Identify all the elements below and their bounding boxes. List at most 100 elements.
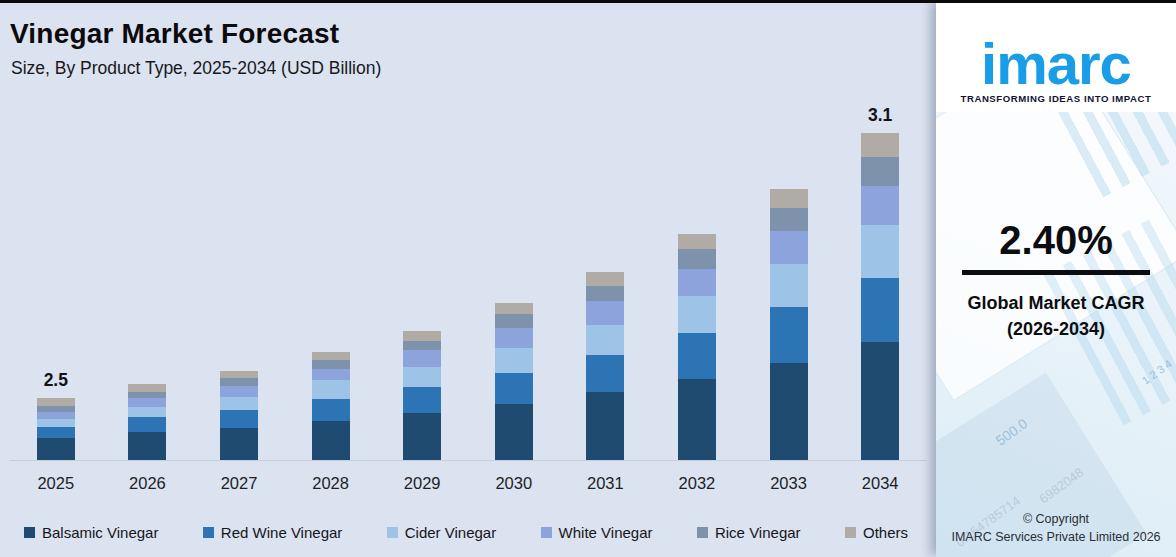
cagr-value: 2.40% xyxy=(936,218,1176,263)
bar-segment-red-wine-vinegar xyxy=(37,427,75,438)
stacked-bar-2030 xyxy=(495,303,533,460)
plot-bars: 2.5 3.1 xyxy=(10,105,926,460)
bar-segment-white-vinegar xyxy=(403,350,441,367)
bar-segment-red-wine-vinegar xyxy=(586,355,624,392)
bar-segment-red-wine-vinegar xyxy=(495,373,533,404)
chart-subtitle: Size, By Product Type, 2025-2034 (USD Bi… xyxy=(11,58,936,79)
stacked-bar-2025 xyxy=(37,398,75,460)
x-axis-label-2034: 2034 xyxy=(834,474,926,493)
bar-segment-balsamic-vinegar xyxy=(495,404,533,460)
imarc-logo-text: imarc xyxy=(981,39,1131,88)
bar-segment-others xyxy=(312,352,350,360)
bar-segment-others xyxy=(586,272,624,286)
legend-swatch xyxy=(845,527,856,538)
x-axis-label-2031: 2031 xyxy=(560,474,652,493)
stacked-bar-2033 xyxy=(770,189,808,460)
bar-column-2033 xyxy=(743,105,835,460)
brand-panel: 500.0 1 2 3 4 6982048 0.154785714 imarc … xyxy=(936,0,1176,557)
bar-segment-balsamic-vinegar xyxy=(861,342,899,460)
page-title: Vinegar Market Forecast xyxy=(10,18,936,50)
bar-segment-rice-vinegar xyxy=(861,157,899,186)
bar-segment-cider-vinegar xyxy=(678,296,716,333)
bar-segment-rice-vinegar xyxy=(495,314,533,328)
bar-segment-balsamic-vinegar xyxy=(678,379,716,460)
copyright-line2: IMARC Services Private Limited 2026 xyxy=(936,528,1176,547)
bar-segment-white-vinegar xyxy=(770,231,808,264)
top-border xyxy=(0,0,1176,3)
bar-column-2028 xyxy=(285,105,377,460)
bar-segment-others xyxy=(770,189,808,208)
x-axis-labels: 2025202620272028202920302031203220332034 xyxy=(10,474,926,493)
bar-column-2030 xyxy=(468,105,560,460)
bar-segment-balsamic-vinegar xyxy=(403,413,441,460)
x-axis-label-2033: 2033 xyxy=(743,474,835,493)
bar-column-2026 xyxy=(102,105,194,460)
x-axis-label-2032: 2032 xyxy=(651,474,743,493)
x-axis-label-2027: 2027 xyxy=(193,474,285,493)
bar-segment-red-wine-vinegar xyxy=(220,410,258,428)
x-axis-label-2029: 2029 xyxy=(376,474,468,493)
bar-segment-others xyxy=(861,133,899,157)
stacked-bar-2031 xyxy=(586,272,624,460)
legend-swatch xyxy=(697,527,708,538)
legend-item-others: Others xyxy=(845,524,908,541)
x-axis-label-2025: 2025 xyxy=(10,474,102,493)
cagr-label: Global Market CAGR xyxy=(936,290,1176,316)
bar-segment-white-vinegar xyxy=(495,328,533,348)
bar-segment-red-wine-vinegar xyxy=(770,307,808,363)
bar-segment-white-vinegar xyxy=(37,412,75,419)
legend-item-cider-vinegar: Cider Vinegar xyxy=(387,524,496,541)
bar-segment-cider-vinegar xyxy=(403,367,441,387)
chart-pane: Vinegar Market Forecast Size, By Product… xyxy=(0,0,936,557)
bar-segment-rice-vinegar xyxy=(403,341,441,350)
plot-area: 2.5 3.1 xyxy=(10,105,926,461)
bar-segment-others xyxy=(220,371,258,378)
legend-item-white-vinegar: White Vinegar xyxy=(541,524,653,541)
bar-segment-cider-vinegar xyxy=(128,407,166,417)
stacked-bar-2028 xyxy=(312,352,350,460)
stacked-bar-2027 xyxy=(220,371,258,460)
bar-segment-rice-vinegar xyxy=(312,360,350,369)
bar-segment-others xyxy=(128,384,166,392)
chart-legend: Balsamic Vinegar Red Wine Vinegar Cider Vi… xyxy=(24,524,908,541)
legend-item-rice-vinegar: Rice Vinegar xyxy=(697,524,801,541)
bar-segment-white-vinegar xyxy=(861,186,899,225)
bar-column-2025: 2.5 xyxy=(10,105,102,460)
x-axis-label-2030: 2030 xyxy=(468,474,560,493)
legend-label: Red Wine Vinegar xyxy=(221,524,342,541)
bar-segment-white-vinegar xyxy=(586,301,624,325)
stacked-bar-2034 xyxy=(861,133,899,460)
bar-segment-white-vinegar xyxy=(220,386,258,397)
bar-segment-red-wine-vinegar xyxy=(678,333,716,379)
bar-segment-cider-vinegar xyxy=(495,348,533,373)
legend-swatch xyxy=(541,527,552,538)
bar-segment-rice-vinegar xyxy=(678,249,716,269)
legend-label: Others xyxy=(863,524,908,541)
stacked-bar-2029 xyxy=(403,331,441,460)
legend-item-balsamic-vinegar: Balsamic Vinegar xyxy=(24,524,158,541)
bar-column-2031 xyxy=(560,105,652,460)
bar-segment-others xyxy=(678,234,716,249)
bar-segment-white-vinegar xyxy=(128,398,166,407)
bar-segment-balsamic-vinegar xyxy=(37,438,75,460)
bar-segment-rice-vinegar xyxy=(586,286,624,301)
bar-segment-cider-vinegar xyxy=(312,380,350,399)
bar-segment-red-wine-vinegar xyxy=(861,278,899,342)
legend-label: White Vinegar xyxy=(559,524,653,541)
bar-segment-cider-vinegar xyxy=(37,419,75,427)
copyright: © Copyright IMARC Services Private Limit… xyxy=(936,510,1176,548)
bar-segment-red-wine-vinegar xyxy=(128,417,166,432)
bar-segment-balsamic-vinegar xyxy=(220,428,258,460)
bar-segment-balsamic-vinegar xyxy=(586,392,624,460)
bar-segment-cider-vinegar xyxy=(220,397,258,410)
legend-label: Cider Vinegar xyxy=(405,524,496,541)
x-axis-label-2028: 2028 xyxy=(285,474,377,493)
bar-segment-balsamic-vinegar xyxy=(770,363,808,460)
x-axis-label-2026: 2026 xyxy=(102,474,194,493)
bar-segment-cider-vinegar xyxy=(861,225,899,278)
stacked-bar-2032 xyxy=(678,234,716,460)
bar-segment-rice-vinegar xyxy=(220,378,258,386)
bar-segment-cider-vinegar xyxy=(770,264,808,307)
bar-value-label-2034: 3.1 xyxy=(834,105,926,126)
bar-column-2027 xyxy=(193,105,285,460)
